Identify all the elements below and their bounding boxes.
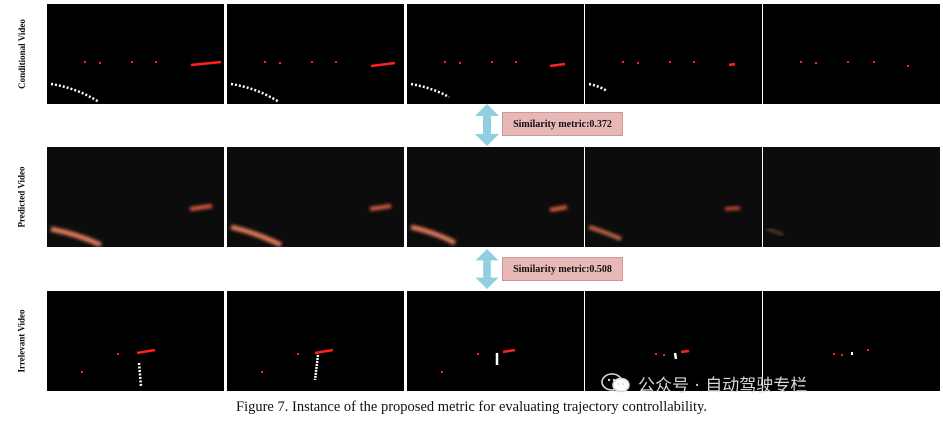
conditional-frame-3: [407, 4, 584, 104]
row-label: Predicted Video: [0, 147, 44, 247]
irrelevant-frames: [47, 291, 943, 391]
irrelevant-frame-1: [47, 291, 224, 391]
wechat-icon: [601, 373, 630, 393]
row-label: Conditional Video: [0, 4, 44, 104]
predicted-frame-5: [763, 147, 940, 247]
conditional-frame-4: [585, 4, 762, 104]
conditional-frames: [47, 4, 943, 104]
predicted-video-row: Predicted Video: [0, 147, 943, 247]
irrelevant-frame-3: [407, 291, 584, 391]
predicted-frames: [47, 147, 943, 247]
predicted-frame-4: [585, 147, 762, 247]
similarity-metric-badge: Similarity metric:0.508: [502, 257, 623, 281]
row-label: Irrelevant Video: [0, 291, 44, 391]
predicted-video-label: Predicted Video: [17, 166, 28, 228]
conditional-frame-2: [227, 4, 404, 104]
similarity-metric-badge: Similarity metric:0.372: [502, 112, 623, 136]
irrelevant-frame-5: [763, 291, 940, 391]
conditional-frame-1: [47, 4, 224, 104]
irrelevant-frame-2: [227, 291, 404, 391]
predicted-frame-1: [47, 147, 224, 247]
conditional-video-label: Conditional Video: [17, 19, 27, 89]
double-arrow-icon: [475, 104, 499, 146]
figure-caption: Figure 7. Instance of the proposed metri…: [236, 399, 707, 415]
watermark: 公众号 · 自动驾驶专栏: [600, 369, 807, 397]
conditional-frame-5: [763, 4, 940, 104]
predicted-frame-2: [227, 147, 404, 247]
watermark-text: 公众号 · 自动驾驶专栏: [638, 375, 808, 396]
double-arrow-icon: [475, 249, 499, 289]
predicted-frame-3: [407, 147, 584, 247]
conditional-video-row: Conditional Video: [0, 4, 943, 104]
irrelevant-video-label: Irrelevant Video: [17, 309, 28, 373]
